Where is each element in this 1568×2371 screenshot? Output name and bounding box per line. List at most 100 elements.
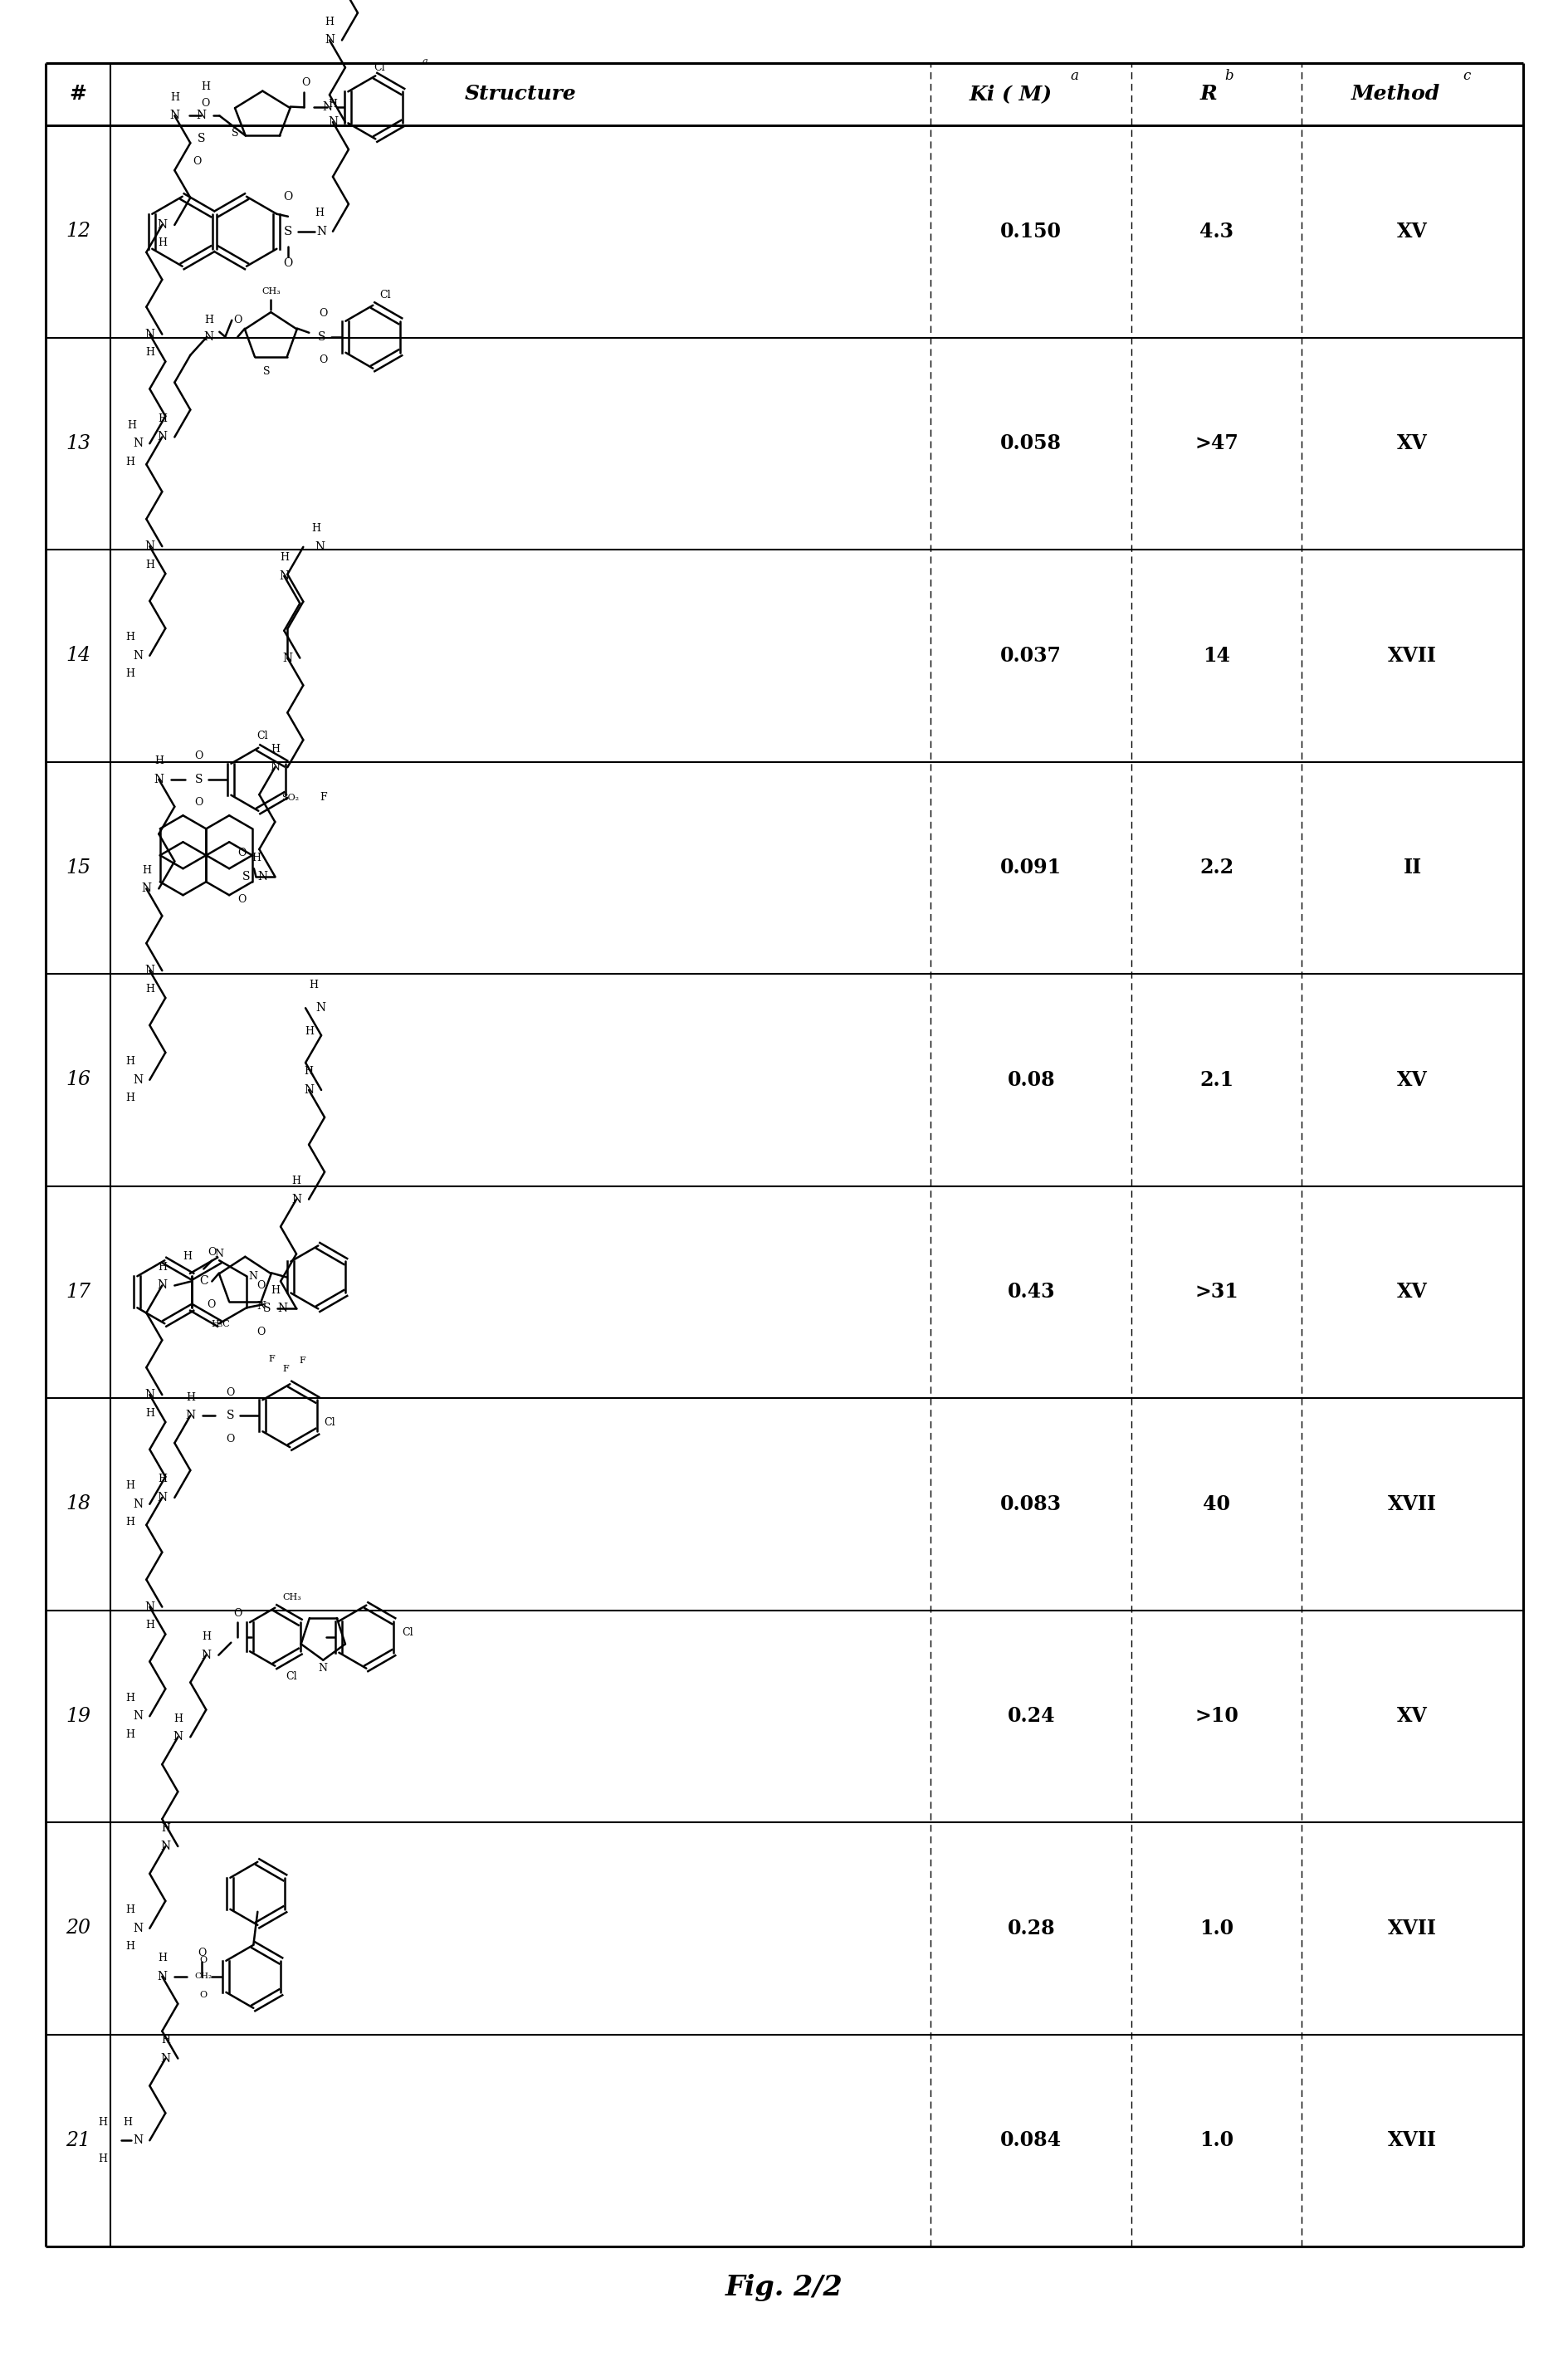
Text: N: N xyxy=(278,1302,287,1314)
Text: N: N xyxy=(279,569,289,581)
Text: N: N xyxy=(185,1411,196,1423)
Text: Structure: Structure xyxy=(464,85,577,104)
Text: XVII: XVII xyxy=(1388,1918,1436,1937)
Text: XV: XV xyxy=(1397,434,1427,453)
Text: O: O xyxy=(193,156,201,166)
Text: H: H xyxy=(146,1619,154,1631)
Text: 1.0: 1.0 xyxy=(1200,1918,1234,1937)
Text: O: O xyxy=(237,849,246,858)
Text: N: N xyxy=(304,1084,314,1095)
Text: O: O xyxy=(318,356,328,365)
Text: H: H xyxy=(279,552,289,564)
Text: N: N xyxy=(144,541,155,552)
Text: H: H xyxy=(154,756,163,766)
Text: O: O xyxy=(301,78,310,88)
Text: H: H xyxy=(125,455,135,467)
Text: H: H xyxy=(310,524,320,533)
Text: O: O xyxy=(207,1247,216,1257)
Text: F: F xyxy=(299,1356,306,1366)
Text: Cl: Cl xyxy=(373,62,386,74)
Text: H: H xyxy=(157,1475,166,1484)
Text: N: N xyxy=(154,773,163,785)
Text: H: H xyxy=(146,1408,154,1418)
Text: H: H xyxy=(325,17,334,28)
Text: N: N xyxy=(144,1600,155,1612)
Text: 2.2: 2.2 xyxy=(1200,858,1234,877)
Text: O: O xyxy=(198,1949,207,1958)
Text: H: H xyxy=(157,413,166,424)
Text: H: H xyxy=(185,1392,194,1404)
Text: 0.24: 0.24 xyxy=(1007,1707,1055,1726)
Text: N: N xyxy=(323,102,332,114)
Text: N: N xyxy=(144,965,155,977)
Text: O: O xyxy=(318,308,328,320)
Text: N: N xyxy=(157,218,168,230)
Text: N: N xyxy=(315,541,325,552)
Text: H: H xyxy=(182,1252,191,1261)
Text: H: H xyxy=(125,1480,135,1491)
Text: O: O xyxy=(194,752,202,761)
Text: XV: XV xyxy=(1397,1069,1427,1091)
Text: H: H xyxy=(146,346,154,358)
Text: H: H xyxy=(127,420,136,432)
Text: 40: 40 xyxy=(1203,1494,1231,1515)
Text: H: H xyxy=(122,2117,132,2127)
Text: 17: 17 xyxy=(66,1283,91,1302)
Text: N: N xyxy=(133,1923,143,1935)
Text: 0.083: 0.083 xyxy=(1000,1494,1062,1515)
Text: 0.091: 0.091 xyxy=(1000,858,1062,877)
Text: N: N xyxy=(157,432,168,443)
Text: O: O xyxy=(226,1387,235,1399)
Text: 1.0: 1.0 xyxy=(1200,2132,1234,2150)
Text: H: H xyxy=(125,1055,135,1067)
Text: O: O xyxy=(284,190,293,202)
Text: N: N xyxy=(133,1709,143,1721)
Text: XV: XV xyxy=(1397,1283,1427,1302)
Text: H: H xyxy=(304,1067,314,1076)
Text: N: N xyxy=(133,2134,143,2146)
Text: S: S xyxy=(284,225,292,237)
Text: N: N xyxy=(204,332,213,344)
Text: N: N xyxy=(172,1731,183,1743)
Text: 21: 21 xyxy=(66,2132,91,2150)
Text: N: N xyxy=(133,439,143,450)
Text: S: S xyxy=(198,133,205,145)
Text: O: O xyxy=(237,894,246,906)
Text: 13: 13 xyxy=(66,434,91,453)
Text: H₃C: H₃C xyxy=(210,1321,229,1328)
Text: 18: 18 xyxy=(66,1494,91,1513)
Text: SO₂: SO₂ xyxy=(281,794,299,801)
Text: c: c xyxy=(1463,69,1471,83)
Text: Cl: Cl xyxy=(325,1418,336,1427)
Text: H: H xyxy=(201,81,210,92)
Text: 20: 20 xyxy=(66,1918,91,1937)
Text: F: F xyxy=(282,1366,289,1373)
Text: CH₂: CH₂ xyxy=(194,1973,212,1980)
Text: S: S xyxy=(263,365,270,377)
Text: H: H xyxy=(309,979,318,991)
Text: N: N xyxy=(328,116,337,128)
Text: H: H xyxy=(162,2034,169,2046)
Text: II: II xyxy=(1403,858,1422,877)
Text: 14: 14 xyxy=(1203,645,1231,666)
Text: 0.058: 0.058 xyxy=(1000,434,1062,453)
Text: XVII: XVII xyxy=(1388,2132,1436,2150)
Text: S: S xyxy=(232,128,238,138)
Text: O: O xyxy=(199,1956,207,1963)
Text: XVII: XVII xyxy=(1388,1494,1436,1515)
Text: >31: >31 xyxy=(1195,1283,1239,1302)
Text: Cl: Cl xyxy=(257,730,268,742)
Text: N: N xyxy=(292,1193,301,1204)
Text: N: N xyxy=(257,870,268,882)
Text: XVII: XVII xyxy=(1388,645,1436,666)
Text: #: # xyxy=(69,85,86,104)
Text: N: N xyxy=(157,1970,168,1982)
Text: O: O xyxy=(234,1608,241,1619)
Text: Method: Method xyxy=(1352,85,1441,104)
Text: O: O xyxy=(226,1434,235,1444)
Text: N: N xyxy=(160,2053,171,2065)
Text: H: H xyxy=(202,1631,210,1643)
Text: a: a xyxy=(422,57,428,66)
Text: 14: 14 xyxy=(66,645,91,666)
Text: N: N xyxy=(144,330,155,339)
